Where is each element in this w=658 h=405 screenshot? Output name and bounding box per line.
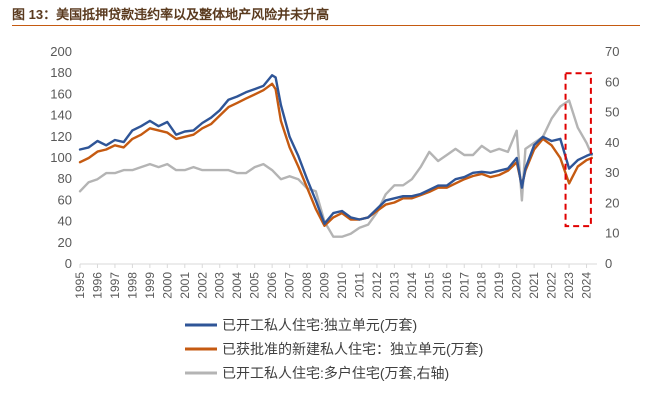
x-tick-label: 2012: [370, 272, 384, 299]
x-tick-label: 2006: [265, 272, 279, 299]
x-tick-label: 2022: [545, 272, 559, 299]
title-divider: [12, 25, 640, 26]
x-tick-label: 2007: [283, 272, 297, 299]
x-tick-label: 2019: [492, 272, 506, 299]
x-tick-label: 2004: [230, 272, 244, 299]
x-tick-label: 2020: [510, 272, 524, 299]
y-left-tick-label: 0: [65, 256, 72, 271]
series-lines: [78, 74, 593, 238]
highlight-dashed-box: [564, 72, 592, 228]
y-left-tick-label: 20: [58, 235, 72, 250]
legend-label-3: 已开工私人住宅:多户住宅(万套,右轴): [222, 365, 449, 381]
y-left-tick-label: 80: [58, 171, 72, 186]
x-tick-label: 2017: [457, 272, 471, 299]
y-right-tick-label: 10: [605, 226, 619, 241]
x-tick-label: 2010: [335, 272, 349, 299]
x-tick-label: 2000: [160, 272, 174, 299]
y-left-tick-label: 160: [50, 86, 72, 101]
y-right-tick-label: 40: [605, 135, 619, 150]
y-right-tick-label: 60: [605, 74, 619, 89]
y-left-tick-label: 200: [50, 44, 72, 59]
x-tick-label: 2002: [195, 272, 209, 299]
x-tick-label: 1997: [108, 272, 122, 299]
y-left-tick-label: 100: [50, 150, 72, 165]
y-right-tick-label: 20: [605, 195, 619, 210]
x-tick-label: 1999: [143, 272, 157, 299]
x-tick-label: 2011: [352, 272, 366, 298]
x-tick-label: 2008: [300, 272, 314, 299]
x-tick-label: 2015: [422, 272, 436, 299]
axes: 0204060801001201401601802000102030405060…: [50, 44, 619, 299]
y-left-tick-label: 40: [58, 214, 72, 229]
legend-label-2: 已获批准的新建私人住宅：独立单元(万套): [222, 341, 483, 357]
x-tick-label: 2009: [318, 272, 332, 299]
x-tick-label: 1995: [73, 272, 87, 299]
x-tick-label: 2021: [527, 272, 541, 299]
x-tick-label: 2023: [562, 272, 576, 299]
y-right-tick-label: 50: [605, 105, 619, 120]
series-line-2: [78, 82, 593, 228]
x-tick-label: 1996: [90, 272, 104, 299]
y-right-tick-label: 0: [605, 256, 612, 271]
x-tick-label: 2016: [440, 272, 454, 299]
y-left-tick-label: 120: [50, 129, 72, 144]
x-tick-label: 2024: [580, 272, 594, 299]
x-tick-label: 2014: [405, 272, 419, 299]
x-tick-label: 2001: [178, 272, 192, 299]
x-tick-label: 2005: [248, 272, 262, 299]
y-left-tick-label: 180: [50, 65, 72, 80]
figure-title: 图 13：美国抵押贷款违约率以及整体地产风险并未升高: [12, 7, 330, 22]
y-right-tick-label: 30: [605, 165, 619, 180]
y-left-tick-label: 140: [50, 108, 72, 123]
x-tick-label: 2018: [475, 272, 489, 299]
y-left-tick-label: 60: [58, 192, 72, 207]
legend-label-1: 已开工私人住宅:独立单元(万套): [222, 317, 417, 333]
x-tick-label: 2013: [387, 272, 401, 299]
y-right-tick-label: 70: [605, 44, 619, 59]
series-line-3: [78, 99, 593, 238]
x-tick-label: 2003: [213, 272, 227, 299]
legend: 已开工私人住宅:独立单元(万套) 已获批准的新建私人住宅：独立单元(万套) 已开工私…: [185, 317, 483, 381]
x-tick-label: 1998: [125, 272, 139, 299]
series-line-1: [78, 74, 593, 225]
highlight-region: [564, 72, 592, 228]
